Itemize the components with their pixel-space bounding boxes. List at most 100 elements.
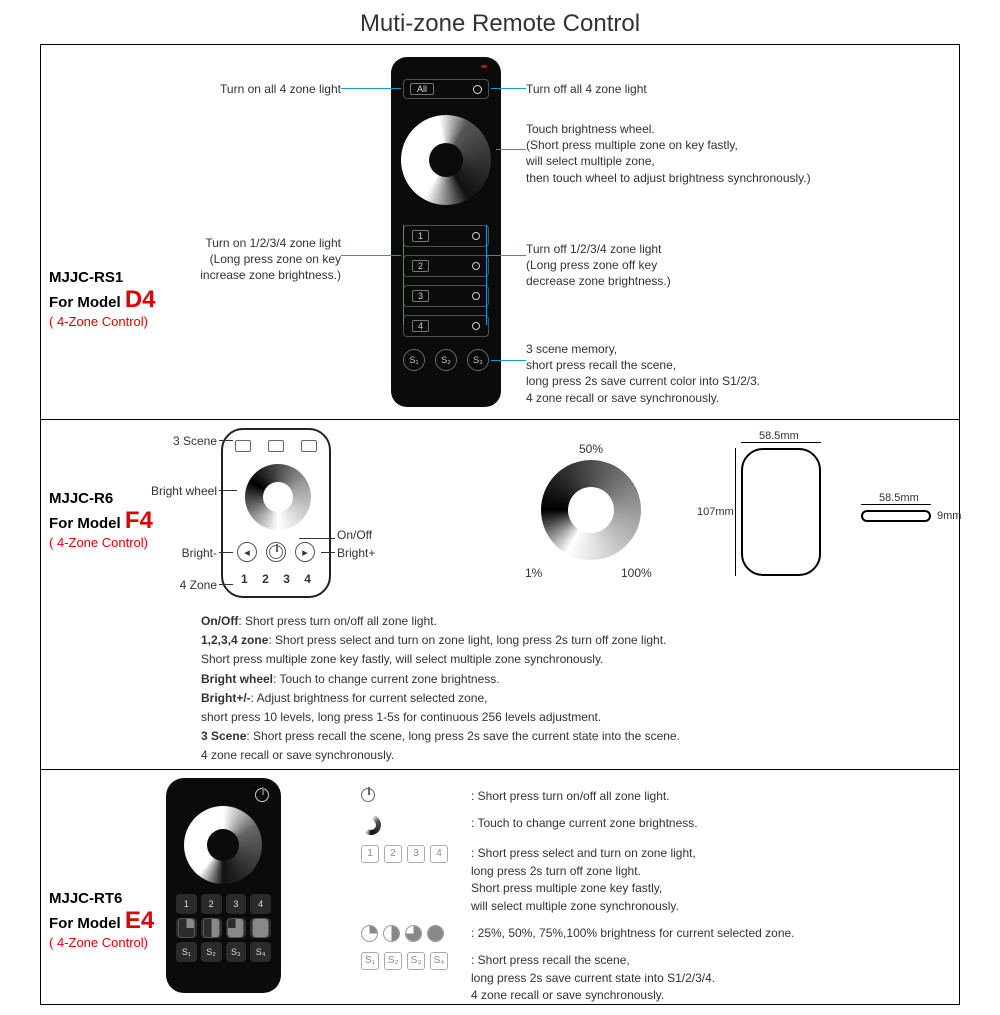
scene-s3[interactable]: S₃: [467, 349, 489, 371]
legend-text: : Short press recall the scene, long pre…: [471, 952, 939, 1004]
label-bright-plus: Bright+: [337, 546, 375, 560]
zone-num: 3: [412, 290, 429, 302]
leader-line: [491, 360, 526, 361]
dim-height: 107mm: [697, 506, 734, 518]
scene-s4[interactable]: S₄: [250, 942, 271, 962]
leader-line: [486, 225, 487, 325]
power-icon: [269, 545, 283, 559]
wheel-icon: [361, 815, 381, 835]
label-4zone: 4 Zone: [173, 578, 217, 592]
leader-line: [321, 552, 335, 553]
legend-row-power: : Short press turn on/off all zone light…: [361, 788, 939, 805]
leader-line: [491, 88, 526, 89]
zone-2[interactable]: 2: [262, 572, 269, 586]
zone-2[interactable]: 2: [201, 894, 222, 914]
pie-25-icon: [361, 925, 378, 942]
percent-wheel-diagram: [541, 460, 641, 560]
desc-bold: Bright wheel: [201, 672, 273, 686]
label-bright-wheel: Bright wheel: [141, 484, 217, 498]
zone-1[interactable]: 1: [176, 894, 197, 914]
pct-75-button[interactable]: [226, 918, 247, 938]
remote-r6: ◂ ▸ 1 2 3 4: [221, 428, 331, 598]
pct-50-button[interactable]: [201, 918, 222, 938]
leader-line: [219, 552, 233, 553]
pct-50: 50%: [579, 442, 603, 456]
zone-4[interactable]: 4: [250, 894, 271, 914]
r6-zone-row: 1 2 3 4: [241, 572, 311, 586]
legend-row-wheel: : Touch to change current zone brightnes…: [361, 815, 939, 835]
scene-key-icon: S₁: [361, 952, 379, 970]
scene-key-icon: S₃: [407, 952, 425, 970]
callout-scenes: 3 scene memory, short press recall the s…: [526, 341, 760, 406]
brightness-wheel[interactable]: [401, 115, 491, 205]
zone-key-icon: 3: [407, 845, 425, 863]
panel-rs1: MJJC-RS1 For Model D4 ( 4-Zone Control) …: [40, 44, 960, 420]
pie-icon: [227, 918, 244, 938]
model-block-rt6: MJJC-RT6 For Model E4 ( 4-Zone Control): [49, 890, 154, 950]
zone-row-2[interactable]: 2: [403, 255, 489, 277]
panel-rt6: MJJC-RT6 For Model E4 ( 4-Zone Control) …: [40, 770, 960, 1005]
zone-1[interactable]: 1: [241, 572, 248, 586]
brightness-wheel[interactable]: [184, 806, 262, 884]
pie-icon: [252, 918, 269, 938]
model-block-rs1: MJJC-RS1 For Model D4 ( 4-Zone Control): [49, 269, 156, 329]
zone-row-3[interactable]: 3: [403, 285, 489, 307]
desc-text: : Short press recall the scene, long pre…: [246, 729, 680, 743]
zone-num: 2: [412, 260, 429, 272]
pct-25-button[interactable]: [176, 918, 197, 938]
desc-text: Short press multiple zone key fastly, wi…: [201, 650, 929, 669]
pct-100: 100%: [621, 566, 652, 580]
all-off-button[interactable]: [473, 85, 482, 94]
rt6-legend: : Short press turn on/off all zone light…: [361, 788, 939, 1015]
scene-s2[interactable]: S₂: [435, 349, 457, 371]
leader-line: [219, 440, 233, 441]
bright-plus-button[interactable]: ▸: [295, 542, 315, 562]
dim-depth: 9mm: [937, 510, 961, 522]
model-code-d4: D4: [125, 286, 156, 313]
zone-3[interactable]: 3: [226, 894, 247, 914]
scene-icon[interactable]: [268, 440, 284, 452]
zone-row-4[interactable]: 4: [403, 315, 489, 337]
rs1-topbar: All: [403, 79, 489, 99]
power-button[interactable]: [266, 542, 286, 562]
bright-minus-button[interactable]: ◂: [237, 542, 257, 562]
label-3scene: 3 Scene: [165, 434, 217, 448]
legend-row-zones: 1 2 3 4 : Short press select and turn on…: [361, 845, 939, 915]
zone-off-icon: [472, 262, 480, 270]
r6-scene-icons: [235, 440, 317, 452]
label-onoff: On/Off: [337, 528, 372, 542]
leader-line: [219, 490, 237, 491]
leader-line: [403, 225, 404, 325]
scene-s1[interactable]: S₁: [403, 349, 425, 371]
callout-turn-off-all: Turn off all 4 zone light: [526, 81, 647, 97]
brightness-wheel[interactable]: [245, 464, 311, 530]
all-on-button[interactable]: All: [410, 83, 434, 95]
scene-icon[interactable]: [235, 440, 251, 452]
power-button[interactable]: [255, 788, 269, 802]
zone-off-icon: [472, 232, 480, 240]
scene-s2[interactable]: S₂: [201, 942, 222, 962]
zone-4[interactable]: 4: [304, 572, 311, 586]
callout-turn-on-all: Turn on all 4 zone light: [176, 81, 341, 97]
legend-row-pct: : 25%, 50%, 75%,100% brightness for curr…: [361, 925, 939, 942]
pct-1: 1%: [525, 566, 542, 580]
scene-s1[interactable]: S₁: [176, 942, 197, 962]
desc-bold: On/Off: [201, 614, 238, 628]
legend-row-scenes: S₁ S₂ S₃ S₄ : Short press recall the sce…: [361, 952, 939, 1004]
desc-bold: 1,2,3,4 zone: [201, 633, 268, 647]
r6-button-row: ◂ ▸: [237, 542, 315, 562]
callout-wheel: Touch brightness wheel. (Short press mul…: [526, 121, 811, 186]
remote-rt6: 1 2 3 4 S₁ S₂ S₃ S₄: [166, 778, 281, 993]
scene-s3[interactable]: S₃: [226, 942, 247, 962]
dimension-front: [741, 448, 821, 576]
zone-key-icon: 1: [361, 845, 379, 863]
power-icon: [361, 788, 375, 802]
label-bright-minus: Bright-: [173, 546, 217, 560]
zone-3[interactable]: 3: [283, 572, 290, 586]
desc-text: short press 10 levels, long press 1-5s f…: [201, 708, 929, 727]
pie-100-icon: [427, 925, 444, 942]
callout-zone-on: Turn on 1/2/3/4 zone light (Long press z…: [171, 235, 341, 284]
pct-100-button[interactable]: [250, 918, 271, 938]
scene-icon[interactable]: [301, 440, 317, 452]
zone-row-1[interactable]: 1: [403, 225, 489, 247]
